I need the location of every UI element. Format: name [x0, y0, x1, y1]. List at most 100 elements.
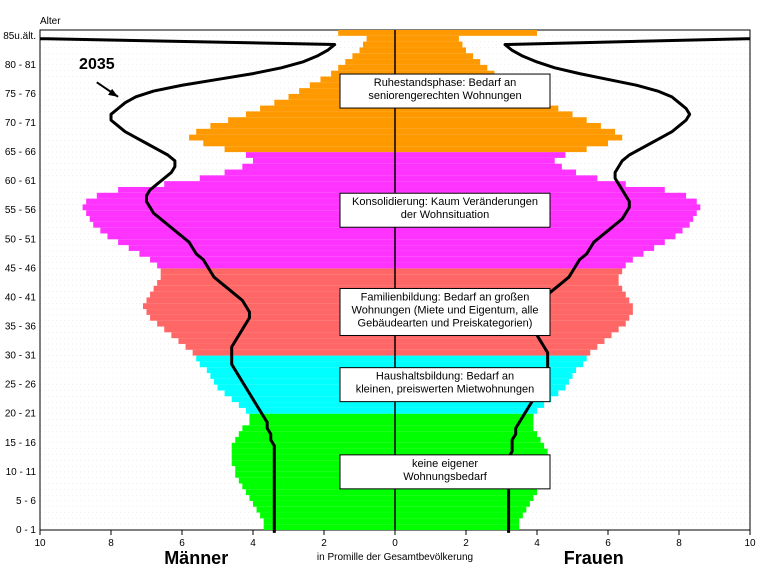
female-bar	[395, 239, 665, 245]
female-bar	[395, 414, 533, 420]
male-bar	[189, 135, 395, 141]
male-bar	[193, 350, 395, 356]
phase-annotation: Ruhestandsphase: Bedarf anseniorengerech…	[340, 74, 550, 108]
svg-text:10: 10	[34, 538, 46, 549]
svg-text:70 - 71: 70 - 71	[5, 118, 37, 129]
female-bar	[395, 146, 587, 152]
male-bar	[225, 146, 395, 152]
svg-text:40 - 41: 40 - 41	[5, 292, 37, 303]
female-bar	[395, 449, 548, 455]
female-bar	[395, 117, 587, 123]
svg-text:30 - 31: 30 - 31	[5, 351, 37, 362]
female-bar	[395, 257, 633, 263]
male-bar	[164, 181, 395, 187]
male-bar	[260, 513, 395, 519]
female-bar	[395, 42, 462, 48]
svg-text:55 - 56: 55 - 56	[5, 205, 37, 216]
female-bar	[395, 53, 473, 59]
svg-text:0 - 1: 0 - 1	[16, 525, 36, 536]
male-bar	[157, 263, 395, 269]
svg-text:4: 4	[250, 538, 256, 549]
svg-text:Konsolidierung: Kaum Veränderu: Konsolidierung: Kaum Veränderungen	[352, 196, 538, 208]
female-bar	[395, 228, 683, 234]
svg-text:65 - 66: 65 - 66	[5, 147, 37, 158]
female-bar	[395, 47, 466, 53]
svg-text:0: 0	[392, 538, 398, 549]
male-bar	[264, 518, 395, 524]
population-pyramid-chart: 10864202468100 - 15 - 610 - 1115 - 1620 …	[0, 0, 768, 576]
phase-annotation: Haushaltsbildung: Bedarf ankleinen, prei…	[340, 368, 550, 402]
female-bar	[395, 181, 626, 187]
svg-text:80 - 81: 80 - 81	[5, 60, 37, 71]
svg-text:kleinen, preiswerten Mietwohnu: kleinen, preiswerten Mietwohnungen	[356, 384, 535, 396]
male-bar	[200, 361, 395, 367]
female-bar	[395, 129, 615, 135]
male-bar	[246, 489, 395, 495]
svg-text:Familienbildung: Bedarf an gro: Familienbildung: Bedarf an großen	[361, 291, 530, 303]
female-bar	[395, 507, 526, 513]
male-bar	[249, 495, 395, 501]
male-bar	[246, 111, 395, 117]
male-bar	[235, 437, 395, 443]
svg-text:45 - 46: 45 - 46	[5, 263, 37, 274]
age-axis-title: Alter	[40, 16, 61, 27]
svg-text:der Wohnsituation: der Wohnsituation	[401, 209, 489, 221]
female-bar	[395, 274, 619, 280]
male-bar	[203, 140, 395, 146]
male-bar	[363, 42, 395, 48]
male-bar	[338, 30, 395, 36]
male-bar	[150, 257, 395, 263]
female-bar	[395, 268, 622, 274]
female-bar	[395, 425, 533, 431]
male-bar	[225, 170, 395, 176]
male-bar	[100, 228, 395, 234]
female-label: Frauen	[564, 548, 624, 568]
female-bar	[395, 36, 459, 42]
svg-text:5 - 6: 5 - 6	[16, 496, 36, 507]
projection-year-label: 2035	[79, 56, 115, 73]
female-bar	[395, 513, 523, 519]
svg-text:8: 8	[676, 538, 682, 549]
female-bar	[395, 495, 533, 501]
female-bar	[395, 402, 544, 408]
female-bar	[395, 518, 519, 524]
female-bar	[395, 408, 537, 414]
svg-text:20 - 21: 20 - 21	[5, 409, 37, 420]
svg-text:10 - 11: 10 - 11	[6, 467, 37, 478]
svg-text:15 - 16: 15 - 16	[5, 438, 37, 449]
svg-text:75 - 76: 75 - 76	[5, 89, 37, 100]
male-bar	[246, 408, 395, 414]
male-bar	[246, 152, 395, 158]
female-bar	[395, 361, 583, 367]
male-label: Männer	[164, 548, 228, 568]
female-bar	[395, 111, 573, 117]
male-bar	[196, 129, 395, 135]
svg-text:Gebäudearten und Preiskategori: Gebäudearten und Preiskategorien)	[358, 317, 533, 329]
female-bar	[395, 170, 576, 176]
female-bar	[395, 338, 604, 344]
female-bar	[395, 59, 480, 65]
female-bar	[395, 135, 622, 141]
male-bar	[210, 123, 395, 129]
svg-text:4: 4	[534, 538, 540, 549]
female-bar	[395, 420, 533, 426]
male-bar	[157, 280, 395, 286]
male-bar	[345, 59, 395, 65]
female-bar	[395, 152, 565, 158]
female-bar	[395, 158, 555, 164]
male-bar	[232, 443, 395, 449]
female-bar	[395, 356, 587, 362]
svg-text:2: 2	[321, 538, 327, 549]
male-bar	[118, 239, 395, 245]
male-bar	[249, 420, 395, 426]
male-bar	[186, 344, 395, 350]
svg-text:keine eigener: keine eigener	[412, 458, 478, 470]
svg-text:Wohnungsbedarf: Wohnungsbedarf	[403, 471, 488, 483]
phase-annotation: Familienbildung: Bedarf an großenWohnung…	[340, 288, 550, 335]
female-bar	[395, 280, 619, 286]
female-bar	[395, 437, 541, 443]
female-bar	[395, 175, 597, 181]
female-bar	[395, 251, 644, 257]
female-bar	[395, 524, 519, 530]
female-bar	[395, 263, 626, 269]
